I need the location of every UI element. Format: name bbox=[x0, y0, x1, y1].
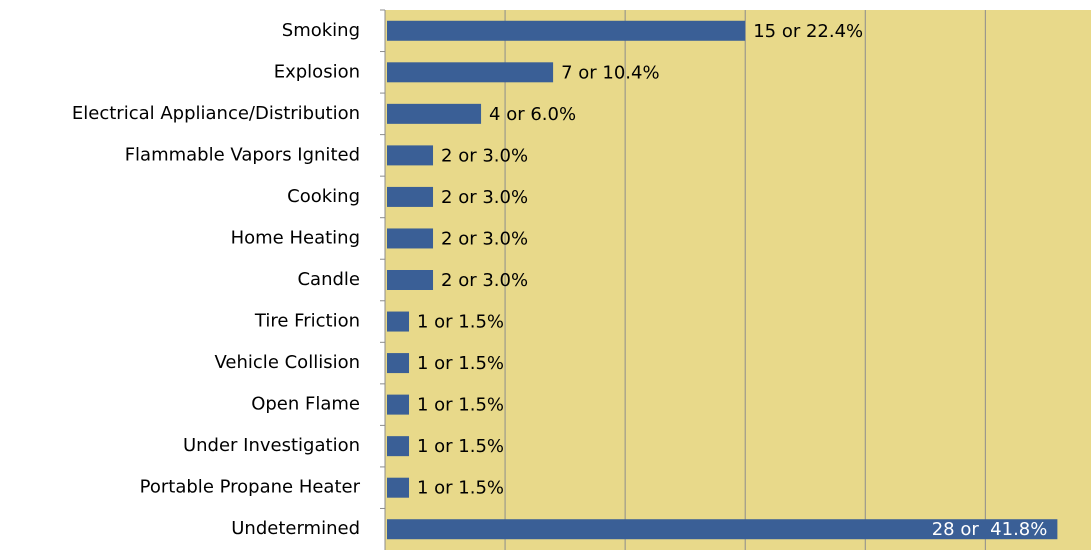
value-label: 28 or 41.8% bbox=[932, 519, 1048, 540]
value-label: 7 or 10.4% bbox=[561, 62, 660, 83]
y-tick-label: Under Investigation bbox=[183, 435, 360, 456]
bar bbox=[387, 20, 746, 41]
value-label: 2 or 3.0% bbox=[441, 270, 528, 291]
value-label: 1 or 1.5% bbox=[417, 395, 504, 416]
value-label: 1 or 1.5% bbox=[417, 312, 504, 333]
y-tick-label: Cooking bbox=[287, 186, 360, 207]
value-label: 1 or 1.5% bbox=[417, 478, 504, 499]
value-label: 15 or 22.4% bbox=[753, 21, 863, 42]
value-label: 1 or 1.5% bbox=[417, 436, 504, 457]
bar bbox=[387, 228, 434, 249]
value-label: 2 or 3.0% bbox=[441, 187, 528, 208]
bar bbox=[387, 394, 410, 415]
y-tick-label: Home Heating bbox=[231, 227, 360, 248]
bar bbox=[387, 186, 434, 207]
bar bbox=[387, 145, 434, 166]
value-label: 4 or 6.0% bbox=[489, 104, 576, 125]
bar bbox=[387, 477, 410, 498]
y-tick-label: Open Flame bbox=[251, 394, 360, 415]
y-tick-label: Candle bbox=[297, 269, 360, 290]
bar bbox=[387, 353, 410, 374]
y-tick-label: Portable Propane Heater bbox=[140, 477, 361, 498]
value-label: 1 or 1.5% bbox=[417, 353, 504, 374]
bar bbox=[387, 103, 482, 124]
y-tick-label: Vehicle Collision bbox=[215, 352, 360, 373]
y-tick-label: Electrical Appliance/Distribution bbox=[72, 103, 360, 124]
y-tick-label: Undetermined bbox=[231, 518, 360, 539]
y-tick-label: Smoking bbox=[282, 20, 360, 41]
value-label: 2 or 3.0% bbox=[441, 228, 528, 249]
y-tick-label: Flammable Vapors Ignited bbox=[125, 144, 360, 165]
bar bbox=[387, 62, 554, 83]
plot-area bbox=[385, 10, 1091, 550]
bar bbox=[387, 519, 1058, 540]
y-tick-label: Tire Friction bbox=[254, 311, 360, 332]
y-tick-label: Explosion bbox=[274, 61, 360, 82]
bar bbox=[387, 436, 410, 457]
bar bbox=[387, 311, 410, 332]
bar bbox=[387, 270, 434, 290]
value-label: 2 or 3.0% bbox=[441, 145, 528, 166]
